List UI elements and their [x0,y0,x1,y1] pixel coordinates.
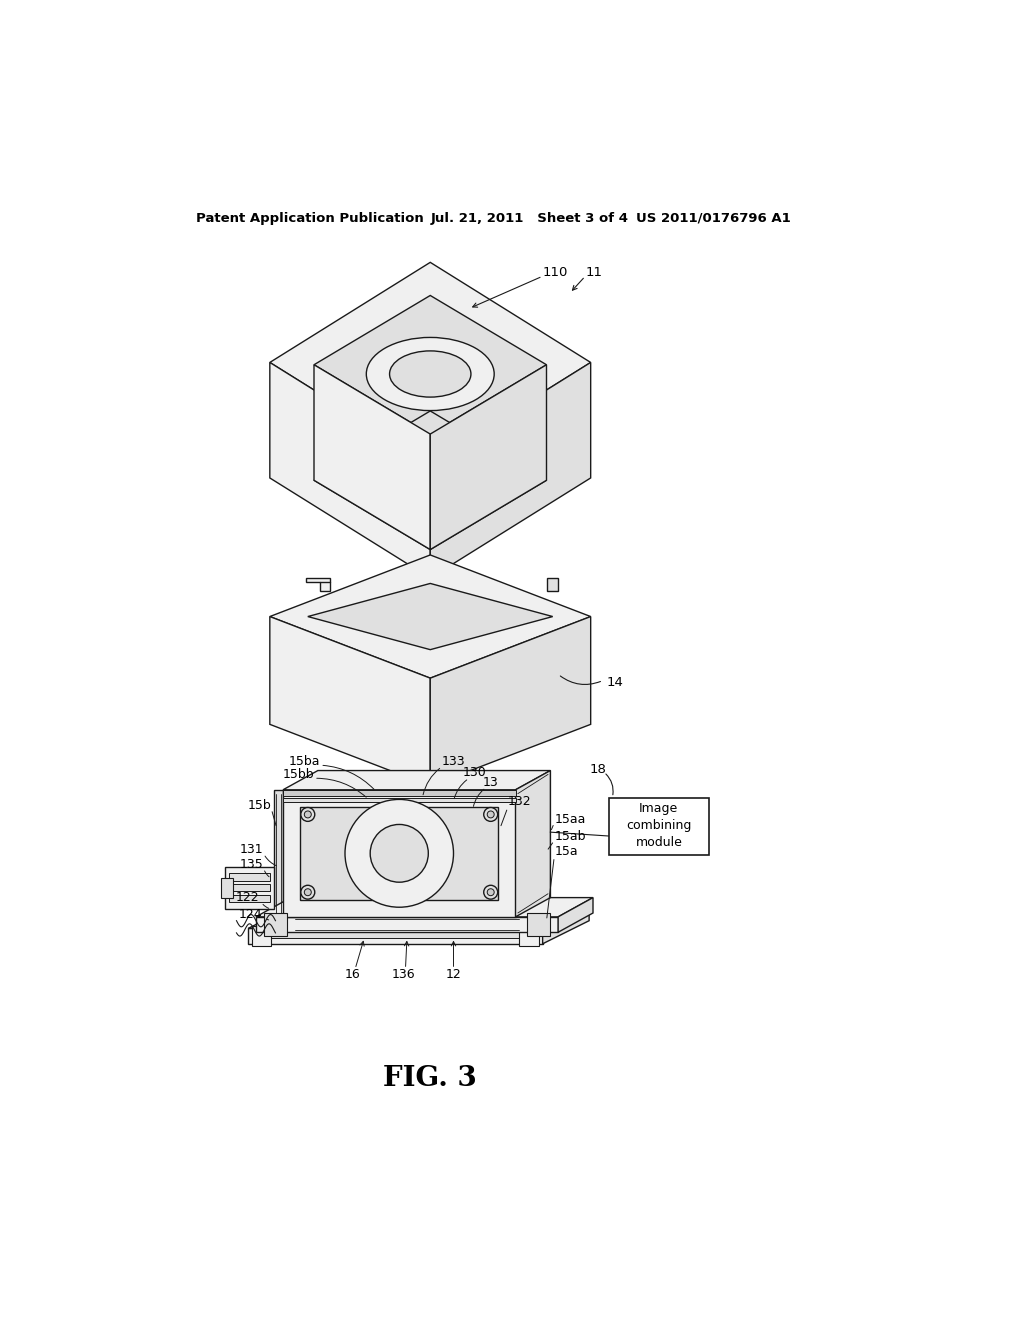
Ellipse shape [483,808,498,821]
Polygon shape [270,263,591,462]
Ellipse shape [371,825,428,882]
Ellipse shape [483,886,498,899]
Text: 122: 122 [237,891,260,904]
Ellipse shape [345,800,454,907]
Text: 13: 13 [483,776,499,788]
Polygon shape [515,771,550,917]
Polygon shape [430,364,547,549]
Polygon shape [283,771,550,789]
Text: 12: 12 [445,968,462,981]
Polygon shape [283,789,515,917]
Polygon shape [248,906,589,928]
Polygon shape [558,898,593,932]
Polygon shape [430,363,591,578]
Polygon shape [547,578,558,591]
Ellipse shape [487,810,495,818]
Polygon shape [273,789,283,917]
Polygon shape [306,578,330,591]
Text: 130: 130 [463,767,486,779]
Polygon shape [314,364,430,549]
Polygon shape [314,296,547,434]
Polygon shape [263,932,527,937]
Polygon shape [283,797,515,803]
Text: FIG. 3: FIG. 3 [383,1065,477,1092]
Polygon shape [270,554,591,678]
Text: 110: 110 [543,265,568,279]
Ellipse shape [487,888,495,896]
Text: 15aa: 15aa [554,813,586,825]
Polygon shape [300,807,499,900]
Polygon shape [430,616,591,785]
Polygon shape [256,917,558,932]
Polygon shape [221,878,232,898]
Text: 132: 132 [508,795,531,808]
Ellipse shape [389,351,471,397]
Text: US 2011/0176796 A1: US 2011/0176796 A1 [636,213,791,224]
Text: Jul. 21, 2011   Sheet 3 of 4: Jul. 21, 2011 Sheet 3 of 4 [430,213,629,224]
Text: 18: 18 [589,763,606,776]
Text: Patent Application Publication: Patent Application Publication [197,213,424,224]
Polygon shape [283,789,515,796]
Ellipse shape [367,338,495,411]
Polygon shape [270,616,430,785]
Polygon shape [228,884,270,891]
Text: 15b: 15b [248,799,271,812]
Polygon shape [515,771,550,917]
Text: 15bb: 15bb [283,768,314,781]
Text: 136: 136 [391,968,415,981]
Text: 15ab: 15ab [554,829,586,842]
Ellipse shape [304,888,311,896]
Polygon shape [252,927,271,946]
Polygon shape [543,906,589,944]
Polygon shape [225,867,273,909]
Text: 131: 131 [240,843,263,857]
Ellipse shape [304,810,311,818]
Polygon shape [248,928,543,944]
Polygon shape [314,411,547,549]
Polygon shape [263,913,287,936]
Text: 14: 14 [606,676,623,689]
Polygon shape [519,927,539,946]
Text: 11: 11 [586,265,602,279]
Ellipse shape [301,886,314,899]
Text: 133: 133 [441,755,465,768]
Polygon shape [270,363,430,578]
Polygon shape [527,913,550,936]
Polygon shape [256,898,593,917]
Polygon shape [228,873,270,880]
Text: 16: 16 [345,968,360,981]
Text: Image
combining
module: Image combining module [627,803,691,850]
Polygon shape [308,583,553,649]
Polygon shape [228,895,270,903]
Text: 124: 124 [239,908,262,921]
Ellipse shape [301,808,314,821]
Text: 135: 135 [240,858,263,871]
Text: 15ba: 15ba [289,755,321,768]
Text: 15a: 15a [554,845,578,858]
FancyBboxPatch shape [608,797,710,855]
